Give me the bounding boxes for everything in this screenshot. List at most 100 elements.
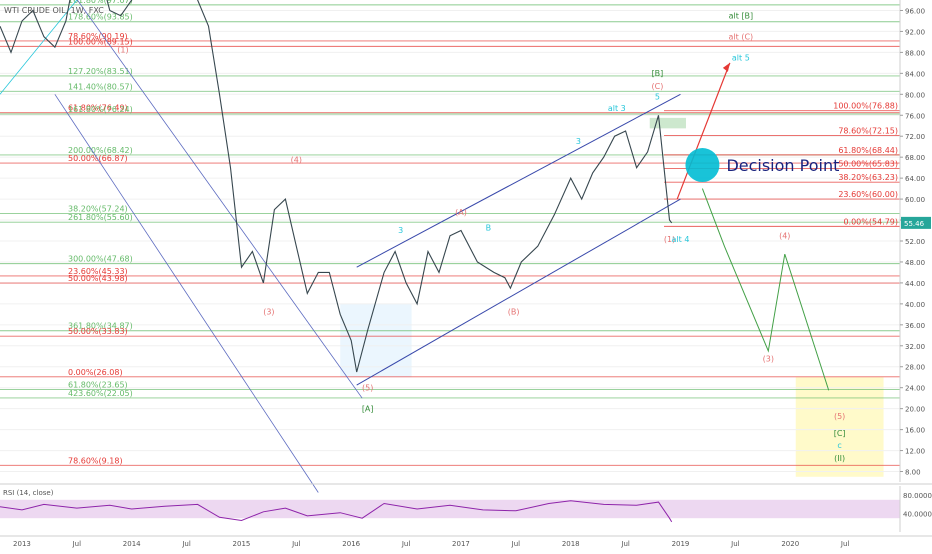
wave-label: (A): [455, 208, 467, 217]
price-tick-label: 12.00: [905, 448, 925, 456]
wave-label: (4): [291, 155, 302, 164]
price-axis-bg: [900, 0, 932, 482]
price-series: [0, 0, 673, 373]
wave-label: (4): [779, 231, 790, 240]
wave-label: alt 3: [608, 104, 626, 113]
time-axis: 2013 Jul 2014 Jul 2015 Jul 2016 Jul 2017 Jul 2018 J…: [0, 535, 932, 548]
projection-path: [701, 188, 830, 391]
fib-label: 161.80%(97.07): [68, 0, 133, 5]
price-tick-label: 76.00: [905, 112, 925, 120]
price-tick-label: 92.00: [905, 28, 925, 36]
time-tick-label: 2014: [123, 540, 141, 548]
fib-label: 38.20%(57.24): [68, 205, 128, 214]
fib-label: 61.80%(23.65): [68, 381, 128, 390]
time-tick-label: Jul: [291, 540, 301, 548]
time-tick-label: Jul: [840, 540, 850, 548]
fib-label: 50.00%(43.98): [68, 274, 128, 283]
zone-b: [649, 117, 686, 129]
wave-label: [C]: [834, 429, 846, 438]
target-zone: [795, 377, 884, 477]
price-tick-label: 8.00: [905, 469, 921, 477]
time-tick-label: Jul: [620, 540, 630, 548]
rsi-tick-label: 40.0000: [903, 511, 932, 519]
time-tick-label: 2019: [672, 540, 690, 548]
trend-channels: [0, 0, 681, 493]
price-line: [0, 0, 673, 373]
wave-label: 3: [576, 137, 581, 146]
price-tick-label: 60.00: [905, 196, 925, 204]
wave-labels: alt [B] alt (C) alt 5 [B] (C) 5 (1) (4) (3) (5) [A…: [117, 11, 845, 463]
fib-label: 161.80%(76.24): [68, 105, 133, 114]
price-axis: 8.00 12.00 16.00 20.00 24.00 28.00 32.00 36.00 4…: [899, 0, 932, 482]
ticker-label: WTI CRUDE OIL, 1W, FXC: [4, 6, 104, 15]
wave-label: (1): [664, 235, 675, 244]
wave-label: 5: [655, 93, 660, 102]
background-zones: [340, 117, 884, 477]
wave-label: (B): [508, 307, 520, 316]
wave-label: [A]: [362, 404, 374, 413]
price-tick-label: 48.00: [905, 259, 925, 267]
price-tick-label: 32.00: [905, 343, 925, 351]
support-line: [0, 0, 78, 95]
fib-label: 300.00%(47.68): [68, 255, 133, 264]
time-tick-label: Jul: [730, 540, 740, 548]
wave-label: [B]: [652, 69, 664, 78]
fib-label: 78.60%(9.18): [68, 456, 123, 465]
fib-label: 23.60%(45.33): [68, 267, 128, 276]
wave-label: c: [837, 441, 841, 450]
time-tick-label: 2015: [233, 540, 251, 548]
fib-label: 423.60%(22.05): [68, 389, 133, 398]
price-tick-label: 68.00: [905, 154, 925, 162]
wave-label: (3): [763, 355, 774, 364]
time-tick-label: Jul: [72, 540, 82, 548]
fib-label: 61.80%(76.49): [68, 104, 128, 113]
decision-point-label: Decision Point: [726, 156, 839, 175]
fib-label: 38.20%(63.23): [838, 173, 898, 182]
price-tick-label: 44.00: [905, 280, 925, 288]
fib-label: 178.60%(93.85): [68, 13, 133, 22]
price-tick-label: 64.00: [905, 175, 925, 183]
wave-label: (C): [652, 82, 664, 91]
fib-levels-left: 161.80%(97.07) 178.60%(93.85) 78.60%(90.19…: [0, 0, 900, 466]
fib-label: 127.20%(83.51): [68, 67, 133, 76]
rsi-title: RSI (14, close): [3, 489, 54, 497]
wave-label: alt 5: [732, 53, 750, 62]
wave-label: (5): [834, 412, 845, 421]
price-tick-label: 16.00: [905, 427, 925, 435]
time-tick-label: Jul: [511, 540, 521, 548]
price-tick-label: 96.00: [905, 7, 925, 15]
time-tick-label: Jul: [181, 540, 191, 548]
fib-label: 50.00%(65.83): [838, 160, 898, 169]
fib-label: 0.00%(26.08): [68, 368, 123, 377]
wave-label: alt [B]: [729, 11, 754, 20]
time-tick-label: 2018: [562, 540, 580, 548]
alt-arrow: [676, 62, 731, 200]
fib-label: 23.60%(60.00): [838, 190, 898, 199]
price-tick-label: 88.00: [905, 49, 925, 57]
time-tick-label: 2017: [452, 540, 470, 548]
wave-label: 3: [398, 226, 403, 235]
channel-down-2: [54, 94, 319, 493]
last-price-label: 55.46: [904, 220, 925, 228]
price-tick-label: 72.00: [905, 133, 925, 141]
wave-label: (3): [263, 307, 274, 316]
fib-label: 78.60%(90.19): [68, 32, 128, 41]
wave-label: (II): [834, 454, 845, 463]
zone-a: [340, 303, 412, 378]
fib-label: 61.80%(68.44): [838, 146, 898, 155]
channel-down-1: [76, 0, 363, 399]
channel-upper: [356, 93, 681, 268]
time-tick-label: 2020: [781, 540, 799, 548]
price-tick-label: 28.00: [905, 364, 925, 372]
price-tick-label: 40.00: [905, 301, 925, 309]
horizontal-levels: [0, 9, 900, 473]
fib-label: 100.00%(89.15): [68, 37, 133, 46]
last-price-badge: [901, 216, 931, 229]
time-tick-label: 2016: [342, 540, 360, 548]
rsi-tick-label: 80.0000: [903, 492, 932, 500]
rsi-panel: RSI (14, close) 80.0000 40.0000: [0, 483, 932, 532]
fib-label: 0.00%(54.79): [843, 217, 898, 226]
channel-lower: [356, 198, 681, 386]
fib-label: 50.00%(33.83): [68, 327, 128, 336]
